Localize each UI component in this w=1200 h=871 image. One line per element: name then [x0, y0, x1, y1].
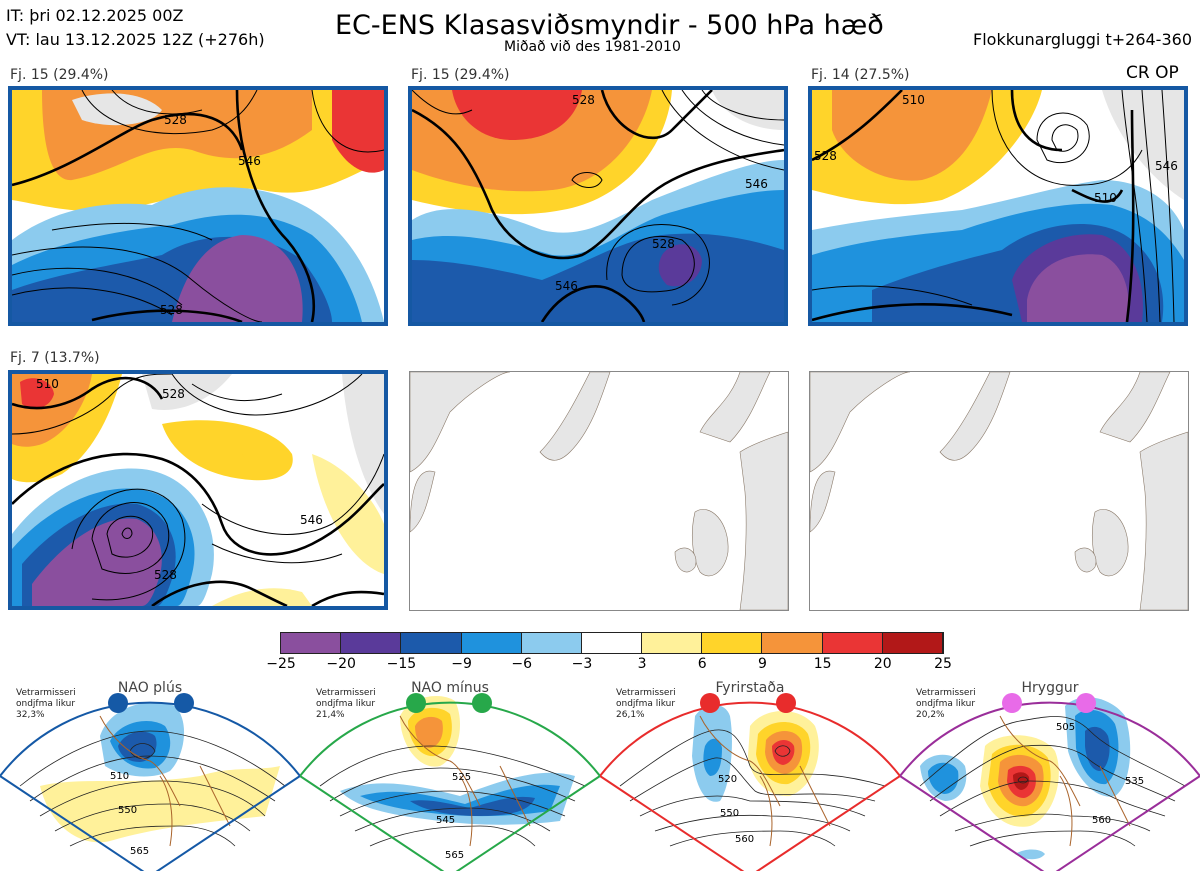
regime-contour-label: 550 — [118, 805, 137, 816]
colorbar-tick-label: −25 — [266, 656, 296, 672]
initial-time: IT: þri 02.12.2025 00Z — [6, 6, 184, 25]
colorbar-segment — [461, 633, 522, 653]
colorbar-tick-label: −20 — [326, 656, 356, 672]
colorbar-tick-label: −3 — [571, 656, 593, 672]
colorbar-tick-label: 20 — [873, 656, 892, 672]
colorbar-tick-label: 6 — [697, 656, 707, 672]
colorbar-tick-label: 3 — [637, 656, 647, 672]
colorbar-tick-label: 9 — [757, 656, 767, 672]
regime-dot — [1076, 693, 1096, 713]
regime-nao-plus: 510 550 565 NAO plús Vetrarmisseri ondjf… — [0, 676, 300, 871]
regime-contour-label: 525 — [452, 772, 471, 783]
regime-contour-label: 535 — [1125, 776, 1144, 787]
colorbar-segment — [281, 633, 342, 653]
colorbar-segment — [822, 633, 883, 653]
colorbar-tick-label: −6 — [511, 656, 533, 672]
contour-label: 510 — [1094, 191, 1117, 205]
regime-probability: Vetrarmisseri ondjfma likur 21,4% — [316, 688, 376, 720]
contour-label: 510 — [36, 377, 59, 391]
colorbar-segment — [401, 633, 462, 653]
contour-label: 528 — [162, 387, 185, 401]
colorbar-tick-label: 25 — [934, 656, 952, 672]
regime-contour-label: 545 — [436, 815, 455, 826]
contour-label: 546 — [300, 513, 323, 527]
contour-label: 528 — [572, 93, 595, 107]
regime-contour-label: 565 — [130, 846, 149, 857]
colorbar-segment — [702, 633, 763, 653]
page-subtitle: Miðað við des 1981-2010 — [504, 39, 681, 55]
panel-label-4: Fj. 7 (13.7%) — [10, 350, 100, 366]
panel-label-3: Fj. 14 (27.5%) — [811, 67, 910, 83]
colorbar-segment — [341, 633, 402, 653]
regime-nao-minus: 525 545 565 NAO mínus Vetrarmisseri ondj… — [300, 676, 600, 871]
cluster-map-2[interactable]: 528 546 528 546 — [408, 86, 788, 326]
contour-label: 528 — [814, 149, 837, 163]
regime-dot — [700, 693, 720, 713]
colorbar-tick-label: −15 — [386, 656, 417, 672]
regime-dot — [776, 693, 796, 713]
empty-map-6 — [809, 371, 1189, 611]
regime-contour-label: 560 — [1092, 815, 1111, 826]
regime-title: NAO mínus — [411, 680, 489, 696]
regime-contour-label: 505 — [1056, 722, 1075, 733]
regime-contour-label: 510 — [110, 771, 129, 782]
contour-label: 528 — [652, 237, 675, 251]
contour-label: 528 — [164, 113, 187, 127]
colorbar-segment — [581, 633, 643, 653]
empty-map-5 — [409, 371, 789, 611]
valid-time: VT: lau 13.12.2025 12Z (+276h) — [6, 30, 265, 49]
land-outline — [410, 372, 788, 610]
regime-dot — [108, 693, 128, 713]
contour-label: 510 — [902, 93, 925, 107]
colorbar-segment — [762, 633, 823, 653]
colorbar-segment — [642, 633, 703, 653]
cluster-map-4[interactable]: 510 528 528 546 — [8, 370, 388, 610]
regime-contour-label: 550 — [720, 808, 739, 819]
colorbar-tick-label: 15 — [813, 656, 832, 672]
regime-probability: Vetrarmisseri ondjfma likur 20,2% — [916, 688, 976, 720]
regime-title: NAO plús — [117, 680, 183, 696]
contour-label: 546 — [555, 279, 578, 293]
colorbar-tick-label: −9 — [451, 656, 472, 672]
land-outline — [810, 372, 1188, 610]
regime-contour-label: 560 — [735, 834, 754, 845]
cr-op-label: CR OP — [1126, 63, 1179, 83]
regime-probability: Vetrarmisseri ondjfma likur 26,1% — [616, 688, 676, 720]
contour-label: 546 — [745, 177, 768, 191]
regime-dot — [406, 693, 426, 713]
panel-label-2: Fj. 15 (29.4%) — [411, 67, 510, 83]
contour-label: 546 — [238, 154, 261, 168]
contour-label: 546 — [1155, 159, 1178, 173]
colorbar — [280, 632, 944, 654]
contour-label: 528 — [160, 303, 183, 317]
cluster-map-1[interactable]: 528 546 528 — [8, 86, 388, 326]
colorbar-segment — [882, 633, 943, 653]
regime-blocking: 520 550 560 Fyrirstaða Vetrarmisseri ond… — [600, 676, 900, 871]
regime-title: Fyrirstaða — [715, 680, 785, 696]
regime-dot — [174, 693, 194, 713]
cluster-map-3[interactable]: 510 528 510 546 — [808, 86, 1188, 326]
regime-contour-label: 520 — [718, 774, 737, 785]
colorbar-segment — [521, 633, 582, 653]
regime-dot — [472, 693, 492, 713]
page-title: EC-ENS Klasasviðsmyndir - 500 hPa hæð — [335, 10, 884, 41]
contour-label: 528 — [154, 568, 177, 582]
regime-dot — [1002, 693, 1022, 713]
panel-label-1: Fj. 15 (29.4%) — [10, 67, 109, 83]
regime-probability: Vetrarmisseri ondjfma likur 32,3% — [16, 688, 76, 720]
regime-title: Hryggur — [1021, 680, 1079, 696]
clustering-window: Flokkunargluggi t+264-360 — [973, 30, 1192, 49]
regime-contour-label: 565 — [445, 850, 464, 861]
regime-ridge: 505 535 560 Hryggur Vetrarmisseri ondjfm… — [900, 676, 1200, 871]
